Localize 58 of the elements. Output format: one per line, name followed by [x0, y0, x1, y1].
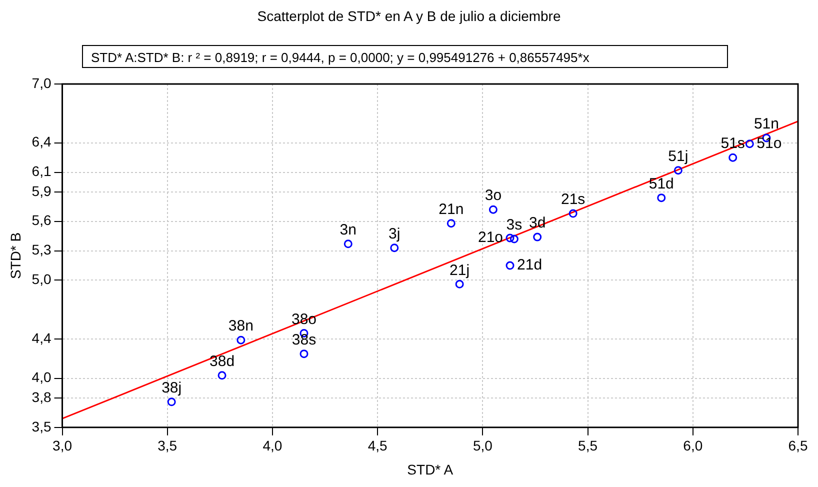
annotation: 3o [484, 187, 502, 204]
y-tick-label: 5,6 [32, 212, 52, 228]
y-tick-label: 3,5 [32, 418, 52, 434]
point [488, 205, 498, 214]
point [510, 234, 518, 244]
point [506, 234, 514, 242]
point [728, 153, 738, 162]
x-tick-label: 3,0 [52, 438, 72, 454]
annotation: 21j [450, 262, 470, 279]
point [344, 240, 352, 248]
point [533, 232, 542, 242]
y-tick-label: 6,1 [32, 163, 52, 180]
annotation: 38s [292, 331, 316, 348]
x-tick-label: 6,5 [788, 438, 808, 454]
x-tick-label: 4,5 [368, 438, 388, 454]
y-tick-label: 5,9 [32, 182, 52, 199]
annotation: 51n [754, 116, 779, 133]
x-tick-label: 3,5 [158, 438, 178, 454]
annotation: 51d [648, 175, 674, 192]
point [568, 209, 578, 218]
point [390, 244, 399, 252]
point [218, 371, 226, 380]
point [674, 166, 682, 175]
y-tick-label: 3,8 [32, 388, 52, 405]
y-tick-label: 7,0 [32, 74, 52, 91]
y-axis-title: STD* B [7, 232, 24, 280]
x-tick-label: 6,0 [683, 438, 703, 454]
annotation: 21n [438, 200, 464, 218]
point [657, 194, 666, 202]
y-tick-label: 4,0 [32, 369, 52, 386]
x-tick-label: 4,0 [262, 438, 282, 454]
x-tick-label: 5,0 [472, 438, 493, 454]
annotation: 21d [517, 256, 542, 274]
point [236, 336, 246, 344]
annotation: 38j [162, 380, 182, 397]
annotation: 21o [478, 229, 504, 246]
annotation: 51o [756, 134, 782, 152]
x-tick-label: 5,5 [578, 438, 598, 454]
point [455, 280, 464, 288]
annotation: 3j [388, 225, 400, 242]
y-tick-label: 5,0 [32, 271, 52, 288]
y-tick-label: 4,4 [32, 330, 52, 346]
chart-title: Scatterplot de STD* en A y B de julio a diciembre [256, 8, 562, 24]
annotation: 3n [340, 222, 356, 239]
y-tick-label: 5,3 [32, 242, 52, 258]
annotation: 38d [210, 353, 235, 370]
annotation: 21s [560, 191, 586, 208]
point [745, 140, 754, 148]
chart-subtitle: STD* A:STD* B: r ² = 0,8919; r = 0,9444, p = 0,0000; y = 0,995491276 + 0,86557495*x [82, 45, 728, 68]
point [300, 350, 308, 358]
annotation: 38n [228, 318, 254, 335]
y-tick-label: 6,4 [32, 134, 52, 150]
point [506, 261, 514, 270]
annotation: 3s [506, 216, 522, 234]
annotation: 51j [668, 148, 688, 165]
point [167, 398, 176, 406]
point [446, 219, 456, 228]
x-axis-title: STD* A [407, 461, 454, 478]
